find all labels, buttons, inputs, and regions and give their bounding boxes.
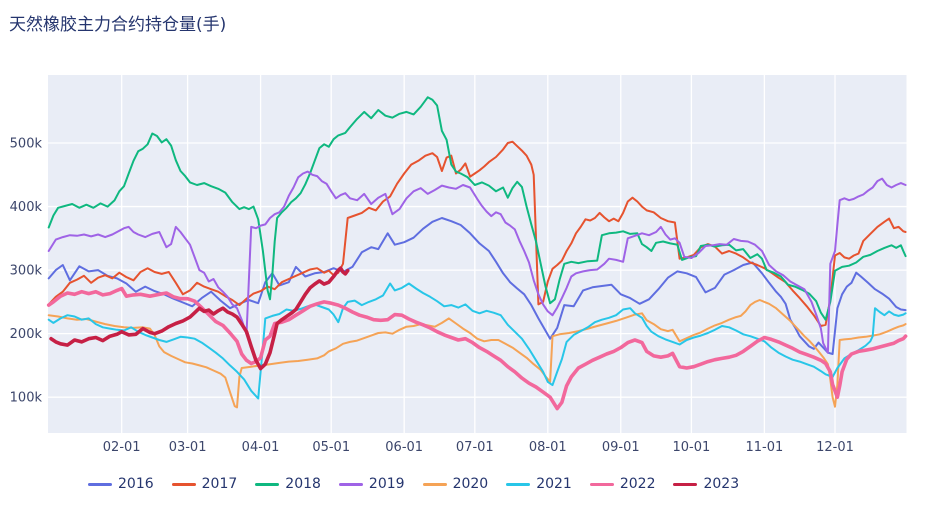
- legend-swatch-icon: [171, 482, 196, 486]
- series-line-2020: [47, 299, 907, 409]
- legend-swatch-icon: [589, 482, 614, 486]
- legend-label: 2016: [118, 476, 154, 492]
- x-tick-label: 09-01: [602, 440, 640, 455]
- legend-label: 2020: [452, 476, 489, 492]
- legend-label: 2023: [703, 476, 740, 492]
- legend-item-2022[interactable]: 2022: [589, 476, 656, 492]
- x-tick-label: 10-01: [673, 440, 711, 455]
- series-line-2016: [47, 217, 907, 355]
- legend-label: 2022: [619, 476, 656, 492]
- plot-area[interactable]: [48, 75, 907, 433]
- x-tick-label: 03-01: [169, 440, 207, 455]
- series-line-2018: [47, 96, 907, 321]
- legend-item-2018[interactable]: 2018: [255, 476, 321, 492]
- x-tick-label: 12-01: [816, 440, 854, 455]
- legend-item-2016[interactable]: 2016: [88, 476, 154, 492]
- open-interest-line-chart[interactable]: 100k 200k 300k 400k 500k 02-01 03-01 04-01 05-01…: [0, 0, 925, 470]
- legend-label: 2019: [368, 476, 405, 492]
- series-line-2023: [49, 266, 350, 371]
- legend-item-2023[interactable]: 2023: [673, 476, 739, 492]
- legend-label: 2021: [536, 476, 572, 492]
- x-tick-label: 06-01: [385, 440, 423, 455]
- legend-swatch-icon: [506, 482, 531, 486]
- series-line-2022: [46, 286, 908, 411]
- x-tick-label: 11-01: [745, 440, 783, 455]
- x-tick-label: 04-01: [242, 440, 280, 455]
- y-tick-label: 200k: [10, 327, 43, 342]
- legend-item-2021[interactable]: 2021: [506, 476, 572, 492]
- legend-label: 2018: [285, 476, 321, 492]
- legend-item-2020[interactable]: 2020: [422, 476, 489, 492]
- x-tick-label: 02-01: [103, 440, 141, 455]
- x-tick-label: 08-01: [529, 440, 567, 455]
- series-line-2017: [47, 140, 907, 327]
- legend-item-2019[interactable]: 2019: [338, 476, 405, 492]
- legend: 2016 2017 2018 2019 2020 2021 2022 2023: [88, 476, 757, 492]
- legend-label: 2017: [201, 476, 238, 492]
- x-tick-label: 07-01: [456, 440, 494, 455]
- y-tick-label: 300k: [10, 264, 43, 279]
- legend-item-2017[interactable]: 2017: [171, 476, 238, 492]
- chart-title: 天然橡胶主力合约持仓量(手): [9, 15, 227, 35]
- y-tick-label: 100k: [10, 391, 43, 406]
- y-tick-label: 500k: [10, 137, 43, 152]
- legend-swatch-icon: [673, 482, 698, 486]
- legend-swatch-icon: [422, 482, 447, 486]
- y-tick-label: 400k: [10, 200, 43, 215]
- legend-swatch-icon: [338, 482, 363, 486]
- series-line-2019: [47, 170, 907, 354]
- legend-swatch-icon: [255, 482, 280, 486]
- legend-swatch-icon: [88, 482, 112, 486]
- series-line-2021: [47, 282, 907, 400]
- x-tick-label: 05-01: [312, 440, 350, 455]
